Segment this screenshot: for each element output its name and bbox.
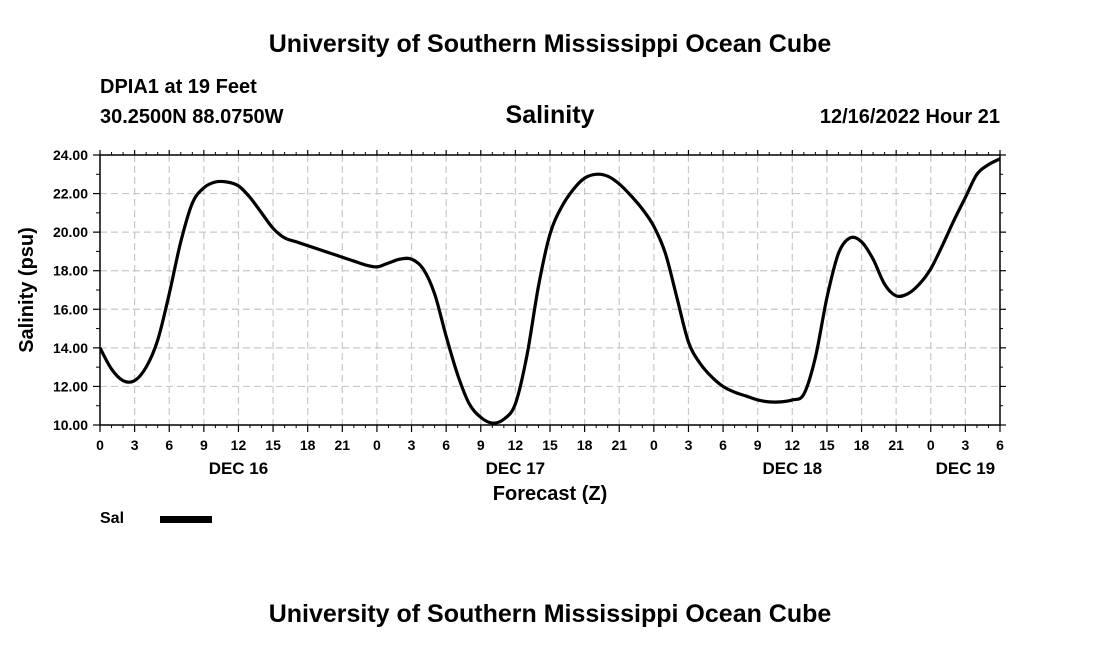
x-tick-label: 0: [96, 437, 104, 453]
x-tick-label: 15: [265, 437, 281, 453]
y-tick-label: 24.00: [53, 147, 88, 163]
y-tick-label: 22.00: [53, 186, 88, 202]
coordinates-label: 30.2500N 88.0750W: [100, 106, 284, 128]
forecast-datetime: 12/16/2022 Hour 21: [819, 106, 1000, 128]
x-tick-label: 0: [927, 437, 935, 453]
x-tick-label: 6: [719, 437, 727, 453]
series-layer: [100, 157, 1000, 425]
day-label: DEC 19: [936, 459, 996, 478]
x-tick-label: 0: [373, 437, 381, 453]
y-tick-label: 18.00: [53, 263, 88, 279]
x-tick-label: 9: [200, 437, 208, 453]
day-label: DEC 17: [486, 459, 546, 478]
chart-title: University of Southern Mississippi Ocean…: [268, 30, 832, 58]
x-tick-label: 6: [442, 437, 450, 453]
x-tick-label: 3: [408, 437, 416, 453]
footer-title: University of Southern Mississippi Ocean…: [268, 600, 832, 628]
x-tick-label: 18: [854, 437, 870, 453]
label-layer: 10.00 12.00 14.00 16.00 18.00 20.00 22.00 24.00…: [53, 147, 1004, 478]
y-tick-label: 14.00: [53, 340, 88, 356]
day-label: DEC 18: [763, 459, 823, 478]
x-tick-label: 3: [685, 437, 693, 453]
station-label: DPIA1 at 19 Feet: [100, 76, 257, 98]
legend-label: Sal: [100, 510, 125, 527]
y-tick-label: 16.00: [53, 301, 88, 317]
x-tick-label: 18: [577, 437, 593, 453]
x-tick-label: 21: [611, 437, 627, 453]
legend-line-swatch: [160, 516, 212, 523]
x-tick-label: 3: [961, 437, 969, 453]
tick-layer: [93, 150, 1006, 432]
x-tick-label: 6: [996, 437, 1004, 453]
x-axis-title: Forecast (Z): [493, 483, 607, 505]
variable-title: Salinity: [505, 101, 595, 129]
x-tick-label: 21: [888, 437, 904, 453]
day-label: DEC 16: [209, 459, 269, 478]
x-tick-label: 12: [785, 437, 801, 453]
x-tick-label: 6: [165, 437, 173, 453]
x-tick-label: 3: [131, 437, 139, 453]
x-tick-label: 12: [231, 437, 247, 453]
x-tick-label: 15: [542, 437, 558, 453]
x-tick-label: 9: [754, 437, 762, 453]
grid-layer: [100, 155, 1000, 425]
x-tick-label: 21: [335, 437, 351, 453]
x-tick-label: 18: [300, 437, 316, 453]
x-tick-label: 15: [819, 437, 835, 453]
y-tick-label: 12.00: [53, 378, 88, 394]
x-tick-label: 12: [508, 437, 524, 453]
x-tick-label: 9: [477, 437, 485, 453]
x-tick-label: 0: [650, 437, 658, 453]
y-tick-label: 10.00: [53, 417, 88, 433]
series-line-sal: [100, 157, 1000, 425]
plot-frame: [99, 154, 1001, 426]
y-tick-label: 20.00: [53, 224, 88, 240]
y-axis-title: Salinity (psu): [16, 227, 38, 353]
